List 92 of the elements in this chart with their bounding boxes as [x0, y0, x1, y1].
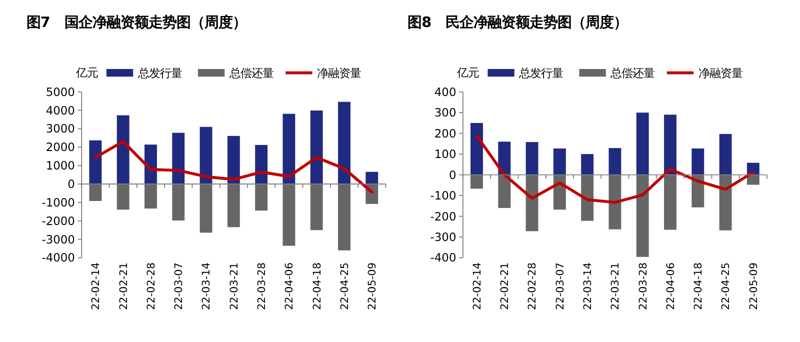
- x-tick-label: 22-04-18: [311, 262, 324, 310]
- x-tick-label: 22-03-07: [173, 262, 186, 310]
- y-tick-label: 100: [434, 147, 456, 162]
- chart-title: 图7 国企净融资额走势图（周度）: [26, 14, 246, 32]
- bar: [338, 102, 350, 184]
- legend-label: 总发行量: [518, 66, 564, 80]
- x-tick-label: 22-02-21: [118, 262, 130, 310]
- bar: [200, 184, 212, 233]
- bar: [227, 184, 240, 228]
- bar: [719, 134, 732, 175]
- x-tick-label: 22-04-18: [692, 262, 705, 310]
- bar: [746, 174, 760, 185]
- bar: [116, 184, 130, 210]
- bar: [692, 148, 704, 175]
- bar: [282, 114, 296, 184]
- y-tick-label: 3000: [46, 122, 75, 136]
- bar: [89, 140, 102, 184]
- bar: [144, 144, 157, 184]
- y-axis-title: 亿元: [74, 66, 98, 80]
- x-tick-label: 22-02-21: [499, 262, 512, 310]
- y-tick-label: -4000: [42, 250, 75, 265]
- y-tick-label: -3000: [42, 232, 75, 246]
- bar: [608, 174, 622, 230]
- x-tick-label: 22-05-09: [366, 262, 379, 310]
- y-tick-label: 400: [434, 84, 456, 99]
- bar: [719, 174, 732, 230]
- x-tick-label: 22-03-21: [228, 262, 240, 310]
- x-tick-label: 22-02-28: [145, 262, 158, 310]
- bar: [200, 126, 212, 184]
- x-tick-label: 22-03-28: [256, 262, 268, 310]
- x-tick-label: 22-04-25: [720, 262, 732, 310]
- bar: [282, 184, 296, 246]
- y-tick-label: -1000: [42, 195, 75, 210]
- bar: [255, 144, 268, 184]
- bar: [636, 174, 649, 257]
- legend-label: 净融资量: [698, 66, 742, 80]
- bar: [470, 122, 483, 175]
- legend-label: 净融资量: [317, 66, 362, 80]
- bar: [310, 184, 323, 230]
- y-tick-label: 0: [448, 168, 456, 182]
- y-tick-label: -400: [430, 250, 456, 265]
- x-tick-label: 22-04-06: [284, 262, 296, 310]
- y-tick-label: -200: [430, 209, 456, 224]
- bar: [144, 184, 157, 209]
- bar: [553, 148, 566, 175]
- y-tick-label: 0: [68, 177, 75, 192]
- y-tick-label: -100: [430, 188, 456, 203]
- bar: [608, 148, 622, 175]
- bar: [664, 114, 676, 175]
- y-tick-label: 200: [434, 126, 456, 140]
- legend-label: 总偿还量: [228, 66, 274, 80]
- x-tick-label: 22-03-14: [200, 262, 213, 310]
- bar: [366, 172, 378, 184]
- x-tick-label: 22-03-14: [582, 262, 594, 310]
- line-series: [475, 134, 755, 204]
- y-tick-label: 2000: [46, 140, 75, 154]
- chart-title: 图8 民企净融资额走势图（周度）: [408, 14, 628, 32]
- bar: [581, 174, 594, 221]
- x-tick-label: 22-04-25: [338, 262, 351, 310]
- legend-label: 总发行量: [136, 66, 182, 80]
- y-tick-label: -300: [430, 230, 456, 244]
- legend-label: 总偿还量: [610, 66, 655, 80]
- x-tick-label: 22-05-09: [748, 262, 760, 310]
- x-tick-label: 22-02-14: [471, 262, 484, 310]
- y-tick-label: -2000: [42, 214, 75, 228]
- bar: [255, 184, 268, 211]
- bar: [89, 184, 102, 201]
- bar: [498, 142, 511, 175]
- bar: [664, 174, 676, 230]
- y-tick-label: 4000: [46, 103, 75, 118]
- x-tick-label: 22-03-21: [610, 262, 622, 310]
- y-tick-label: 1000: [46, 158, 75, 173]
- line-series: [94, 140, 374, 194]
- bar: [172, 184, 185, 221]
- x-tick-label: 22-02-14: [90, 262, 102, 310]
- y-axis-title: 亿元: [456, 66, 480, 80]
- bar: [338, 184, 350, 250]
- bar: [526, 142, 538, 175]
- bar: [172, 132, 185, 184]
- bar: [310, 110, 323, 184]
- bar: [116, 115, 130, 184]
- bar: [498, 174, 511, 208]
- bar: [470, 174, 483, 189]
- x-tick-label: 22-04-06: [664, 262, 677, 310]
- x-tick-label: 22-03-07: [554, 262, 566, 310]
- y-tick-label: 5000: [46, 84, 75, 99]
- bar: [227, 136, 240, 184]
- x-tick-label: 22-03-28: [637, 262, 650, 310]
- bar: [581, 154, 594, 175]
- y-tick-label: 300: [434, 106, 456, 120]
- bar: [636, 112, 649, 175]
- x-tick-label: 22-02-28: [526, 262, 539, 310]
